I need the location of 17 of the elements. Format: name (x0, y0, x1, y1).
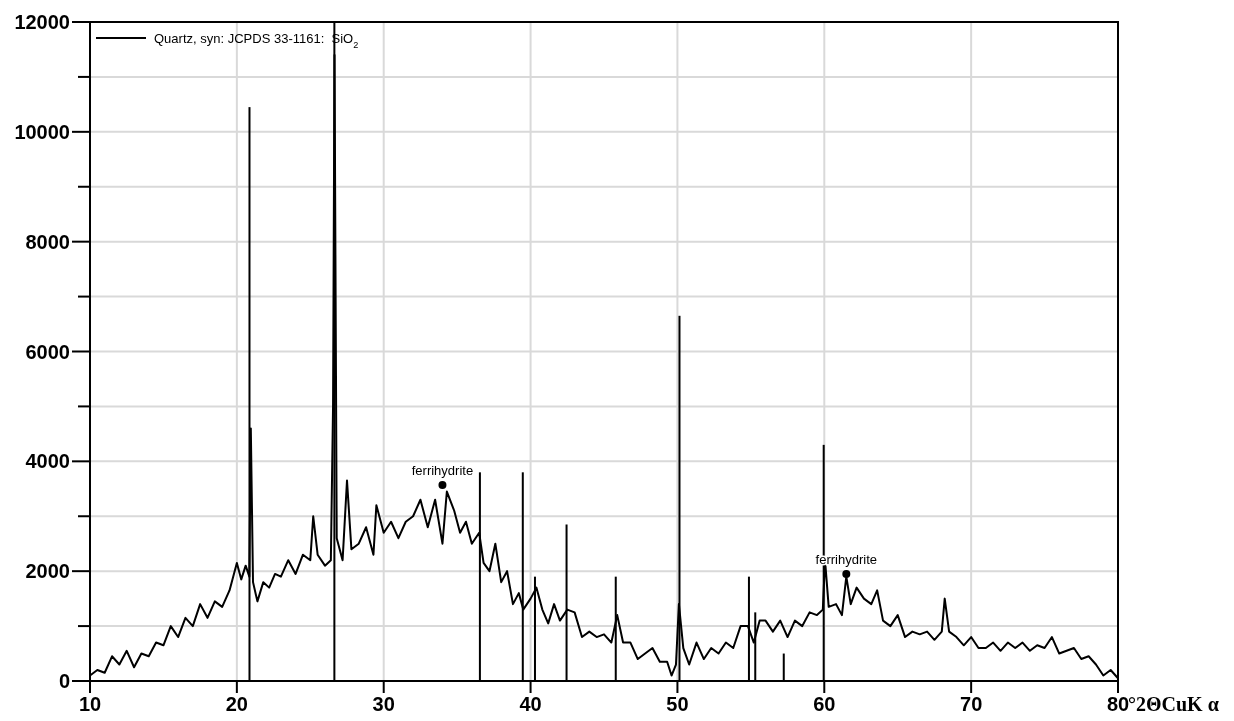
annotation: ferrihydrite (411, 462, 474, 478)
x-tick-label: 50 (666, 693, 689, 715)
y-tick-label: 12000 (14, 11, 70, 33)
x-tick-label: 10 (78, 693, 102, 715)
x-tick-label: 80 (1106, 693, 1130, 715)
x-tick-label: 70 (960, 693, 983, 715)
y-tick-label: 8000 (25, 230, 70, 253)
x-tick-label: 60 (813, 693, 836, 715)
x-axis-title: °2ΘCuK α (1128, 693, 1219, 715)
y-tick-label: 10000 (14, 120, 70, 143)
y-tick-label: 4000 (25, 450, 70, 473)
x-tick-label: 40 (519, 693, 542, 715)
x-tick-label: 30 (372, 693, 395, 715)
y-tick-label: 2000 (25, 560, 70, 583)
y-tick-label: 0 (58, 670, 70, 692)
y-tick-label: 6000 (25, 340, 70, 363)
x-tick-label: 20 (225, 693, 248, 715)
